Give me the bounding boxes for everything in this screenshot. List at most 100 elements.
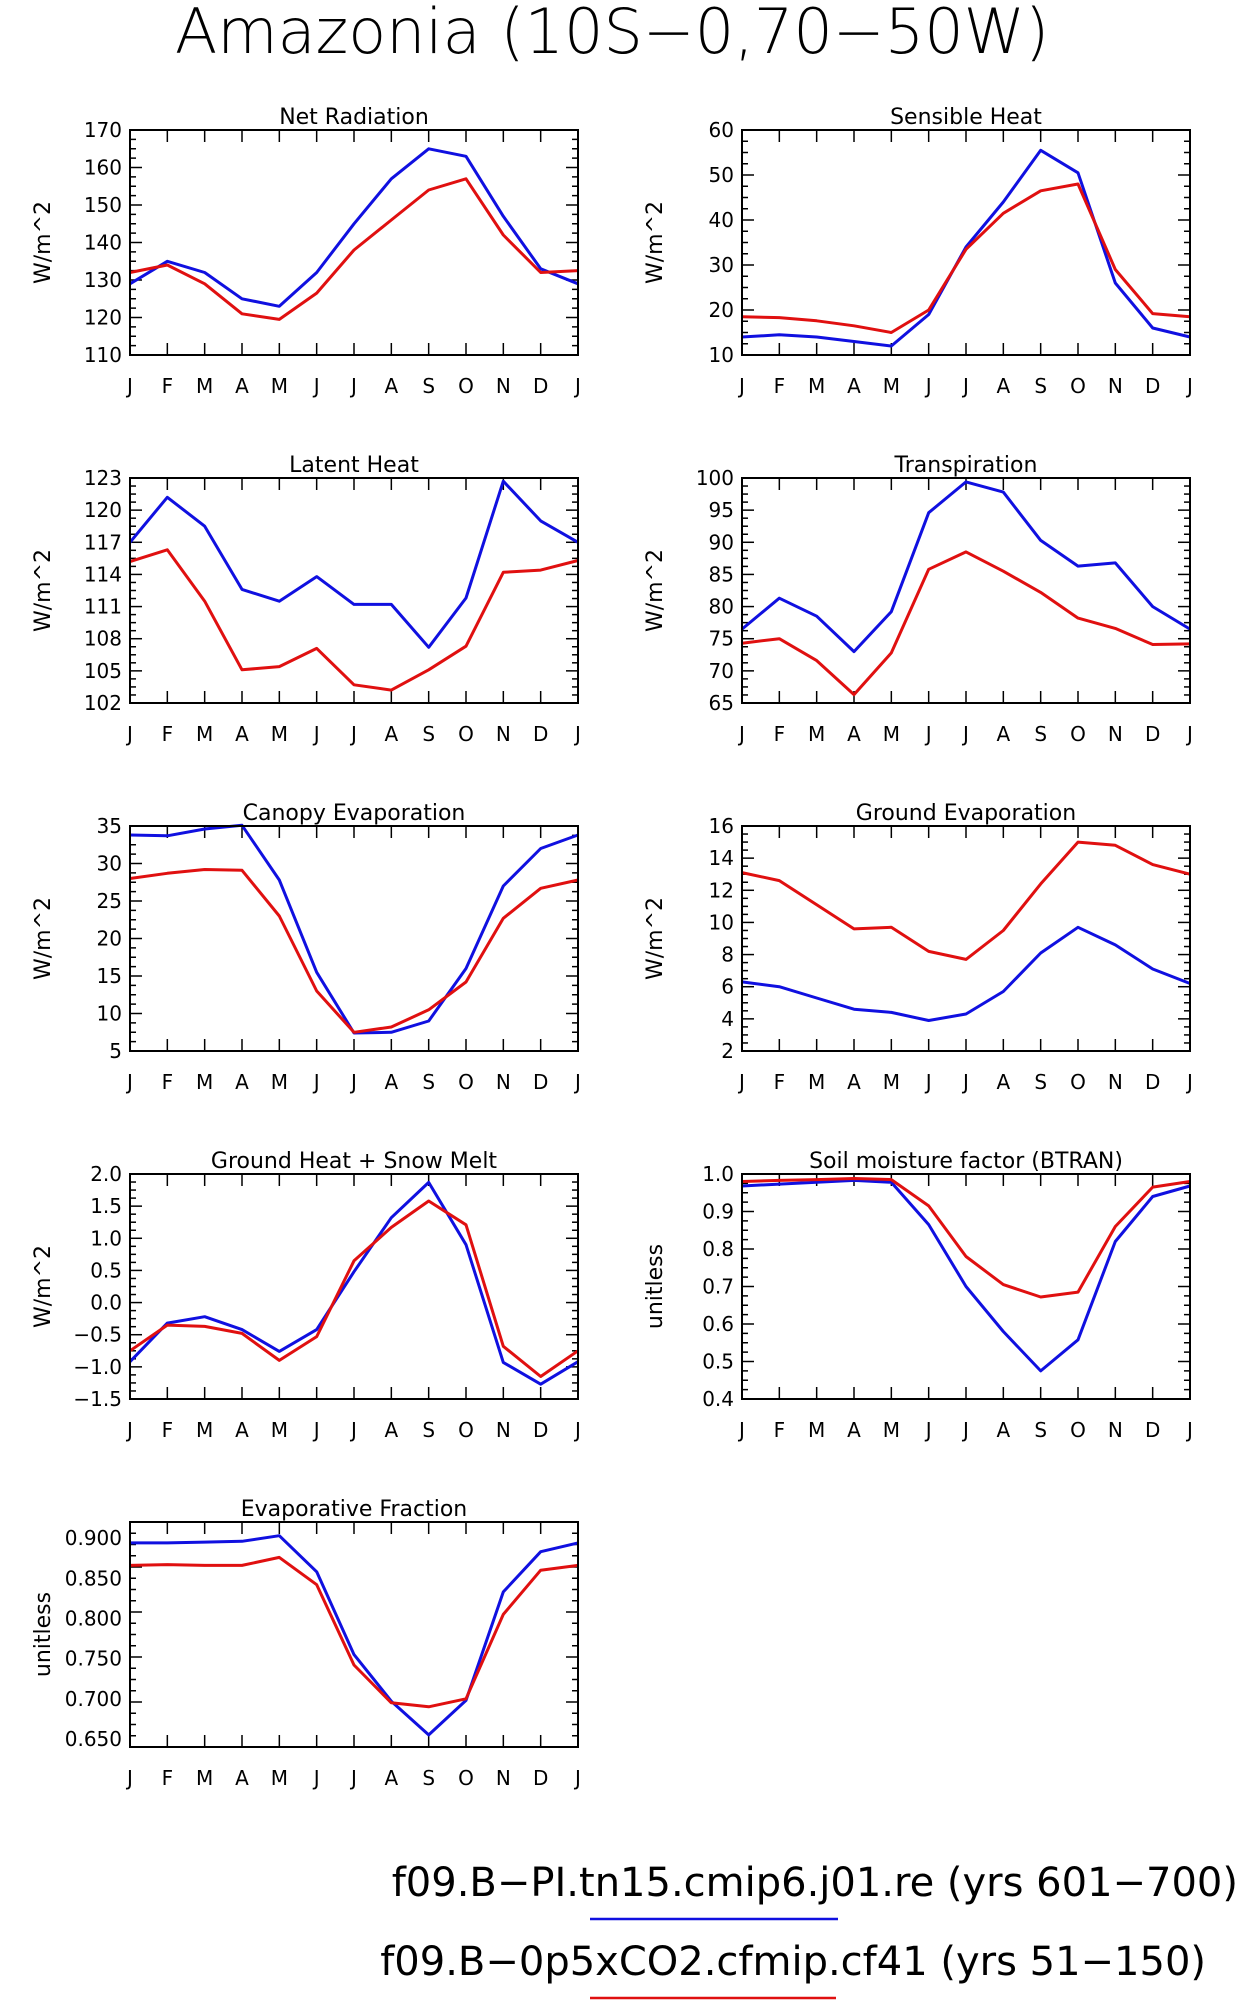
panel-6-month-label: A bbox=[847, 1070, 861, 1094]
panel-8-title: Soil moisture factor (BTRAN) bbox=[809, 1149, 1123, 1174]
panel-9-month-label: D bbox=[533, 1766, 548, 1790]
panel-3-month-label: N bbox=[496, 722, 511, 746]
panel-5-ytick-label: 15 bbox=[97, 964, 122, 988]
panel-6-month-label: J bbox=[1185, 1070, 1193, 1094]
panel-9-ylabel: unitless bbox=[31, 1592, 56, 1677]
panel-2-month-label: M bbox=[883, 374, 900, 398]
panel-1-month-label: D bbox=[533, 374, 548, 398]
panel-6-ytick-label: 14 bbox=[709, 846, 734, 870]
panel-1-month-label: J bbox=[125, 374, 133, 398]
panel-8-month-label: A bbox=[996, 1418, 1010, 1442]
panel-8-month-label: J bbox=[961, 1418, 969, 1442]
panel-5-month-label: J bbox=[312, 1070, 320, 1094]
panel-9-month-label: J bbox=[349, 1766, 357, 1790]
panel-3-month-label: A bbox=[384, 722, 398, 746]
panel-2-frame bbox=[741, 129, 1191, 356]
panel-1-month-label: N bbox=[496, 374, 511, 398]
panel-9-series-1-line bbox=[130, 1534, 579, 1737]
panel-3-series-2-line bbox=[129, 548, 579, 692]
panel-4-ytick-label: 100 bbox=[696, 466, 734, 490]
panel-7-ytick-label: 2.0 bbox=[90, 1162, 122, 1186]
panel-1-ytick-label: 150 bbox=[84, 193, 122, 217]
panel-9-month-label: J bbox=[125, 1766, 133, 1790]
panel-1-month-label: A bbox=[384, 374, 398, 398]
panel-8-series-1-line bbox=[741, 1178, 1191, 1373]
panel-5-ytick-label: 25 bbox=[97, 889, 122, 913]
panel-7-month-label: J bbox=[125, 1418, 133, 1442]
panel-5-ytick-label: 10 bbox=[97, 1002, 122, 1026]
panel-7: Ground Heat + Snow Melt W/m^2 −1.5 −1.0 −0.5… bbox=[31, 1149, 581, 1442]
panel-9-month-label: A bbox=[384, 1766, 398, 1790]
panel-3-ytick-label: 102 bbox=[84, 691, 122, 715]
panel-4-ytick-label: 95 bbox=[709, 498, 734, 522]
panel-3-ytick-label: 111 bbox=[84, 595, 122, 619]
panel-5-month-label: F bbox=[162, 1070, 174, 1094]
panel-8-ytick-label: 0.4 bbox=[702, 1387, 734, 1411]
panel-1-month-label: F bbox=[162, 374, 174, 398]
panel-5-ytick-label: 5 bbox=[109, 1039, 122, 1063]
panel-2-ytick-label: 10 bbox=[709, 343, 734, 367]
panel-8-frame bbox=[741, 1173, 1191, 1400]
panel-1-series-1-line bbox=[129, 147, 579, 308]
panel-5-month-label: D bbox=[533, 1070, 548, 1094]
panel-9-month-label: O bbox=[458, 1766, 474, 1790]
panel-6-month-label: F bbox=[774, 1070, 786, 1094]
panel-6-ytick-label: 4 bbox=[721, 1007, 734, 1031]
panel-7-ytick-label: 0.0 bbox=[90, 1291, 122, 1315]
panel-4-ytick-label: 65 bbox=[709, 691, 734, 715]
panel-9-month-label: A bbox=[235, 1766, 249, 1790]
panel-3-month-label: J bbox=[312, 722, 320, 746]
panel-6-ylabel: W/m^2 bbox=[643, 897, 668, 980]
panel-9-month-label: F bbox=[162, 1766, 174, 1790]
panel-5-title: Canopy Evaporation bbox=[243, 801, 466, 826]
panel-8-month-label: S bbox=[1034, 1418, 1047, 1442]
panel-8-ytick-label: 1.0 bbox=[702, 1162, 734, 1186]
panel-7-ytick-label: −1.0 bbox=[73, 1355, 122, 1379]
panel-8-month-label: J bbox=[924, 1418, 932, 1442]
panel-2-ytick-label: 60 bbox=[709, 118, 734, 142]
panel-6-series-1-line bbox=[741, 925, 1191, 1022]
panel-8-month-label: N bbox=[1108, 1418, 1123, 1442]
panel-8-month-label: F bbox=[774, 1418, 786, 1442]
panel-7-ytick-label: −1.5 bbox=[73, 1387, 122, 1411]
panel-3-series-1-line bbox=[128, 479, 579, 649]
panel-6-month-label: J bbox=[737, 1070, 745, 1094]
panel-5-ylabel: W/m^2 bbox=[31, 897, 56, 980]
panel-8-ytick-label: 0.7 bbox=[702, 1275, 734, 1299]
panel-9-ytick-label: 0.750 bbox=[65, 1647, 122, 1671]
panel-6-series-2-line bbox=[741, 840, 1191, 961]
panel-3-title: Latent Heat bbox=[289, 453, 419, 478]
panel-7-month-label: A bbox=[384, 1418, 398, 1442]
panel-8-month-label: A bbox=[847, 1418, 861, 1442]
panel-8-month-label: J bbox=[1185, 1418, 1193, 1442]
panel-8-series-2-line bbox=[741, 1177, 1191, 1299]
panel-8-month-label: J bbox=[737, 1418, 745, 1442]
panel-7-series-2-line bbox=[129, 1199, 579, 1378]
panel-8-month-label: D bbox=[1145, 1418, 1160, 1442]
panel-2-month-label: O bbox=[1070, 374, 1086, 398]
legend-entry-1-label: f09.B−PI.tn15.cmip6.j01.re (yrs 601−700) bbox=[392, 1860, 1238, 1906]
panel-2-month-label: J bbox=[961, 374, 969, 398]
panel-1-ytick-label: 120 bbox=[84, 306, 122, 330]
panel-1-month-label: J bbox=[312, 374, 320, 398]
panel-1-frame bbox=[129, 129, 579, 356]
panel-8-month-label: O bbox=[1070, 1418, 1086, 1442]
panel-8-ylabel: unitless bbox=[643, 1244, 668, 1329]
panel-7-month-label: S bbox=[422, 1418, 435, 1442]
panel-5-series-1-line bbox=[129, 823, 579, 1035]
panel-9-ytick-label: 0.900 bbox=[65, 1526, 122, 1550]
panel-4-month-label: D bbox=[1145, 722, 1160, 746]
panel-3-ytick-label: 114 bbox=[84, 562, 122, 586]
panel-7-month-label: N bbox=[496, 1418, 511, 1442]
panel-5-series-2-line bbox=[129, 868, 579, 1034]
panel-1-month-label: M bbox=[271, 374, 288, 398]
panel-7-month-label: J bbox=[312, 1418, 320, 1442]
panel-6-ytick-label: 16 bbox=[709, 814, 734, 838]
panel-9-frame bbox=[129, 1521, 579, 1748]
panel-3-month-label: J bbox=[125, 722, 133, 746]
panel-3-ylabel: W/m^2 bbox=[31, 549, 56, 632]
